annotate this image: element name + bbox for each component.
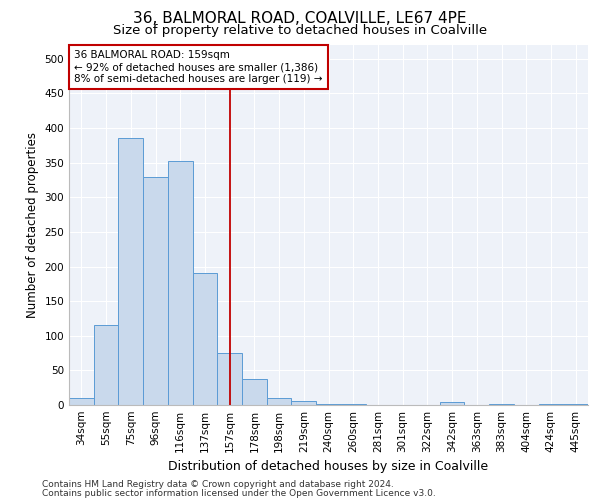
Bar	[341, 404, 365, 405]
Bar	[69, 398, 94, 405]
Bar	[489, 404, 514, 405]
Text: Size of property relative to detached houses in Coalville: Size of property relative to detached ho…	[113, 24, 487, 37]
Bar	[168, 162, 193, 405]
Bar	[118, 138, 143, 405]
Bar	[217, 353, 242, 405]
Bar	[316, 404, 341, 405]
Bar	[143, 176, 168, 405]
Bar	[94, 326, 118, 405]
Bar	[242, 380, 267, 405]
Y-axis label: Number of detached properties: Number of detached properties	[26, 132, 39, 318]
Text: 36 BALMORAL ROAD: 159sqm
← 92% of detached houses are smaller (1,386)
8% of semi: 36 BALMORAL ROAD: 159sqm ← 92% of detach…	[74, 50, 323, 84]
Text: Contains public sector information licensed under the Open Government Licence v3: Contains public sector information licen…	[42, 488, 436, 498]
Bar	[292, 401, 316, 405]
Bar	[563, 404, 588, 405]
Bar	[539, 404, 563, 405]
Bar	[440, 402, 464, 405]
Bar	[193, 274, 217, 405]
Text: Contains HM Land Registry data © Crown copyright and database right 2024.: Contains HM Land Registry data © Crown c…	[42, 480, 394, 489]
Bar	[267, 398, 292, 405]
Text: 36, BALMORAL ROAD, COALVILLE, LE67 4PE: 36, BALMORAL ROAD, COALVILLE, LE67 4PE	[133, 11, 467, 26]
X-axis label: Distribution of detached houses by size in Coalville: Distribution of detached houses by size …	[169, 460, 488, 473]
